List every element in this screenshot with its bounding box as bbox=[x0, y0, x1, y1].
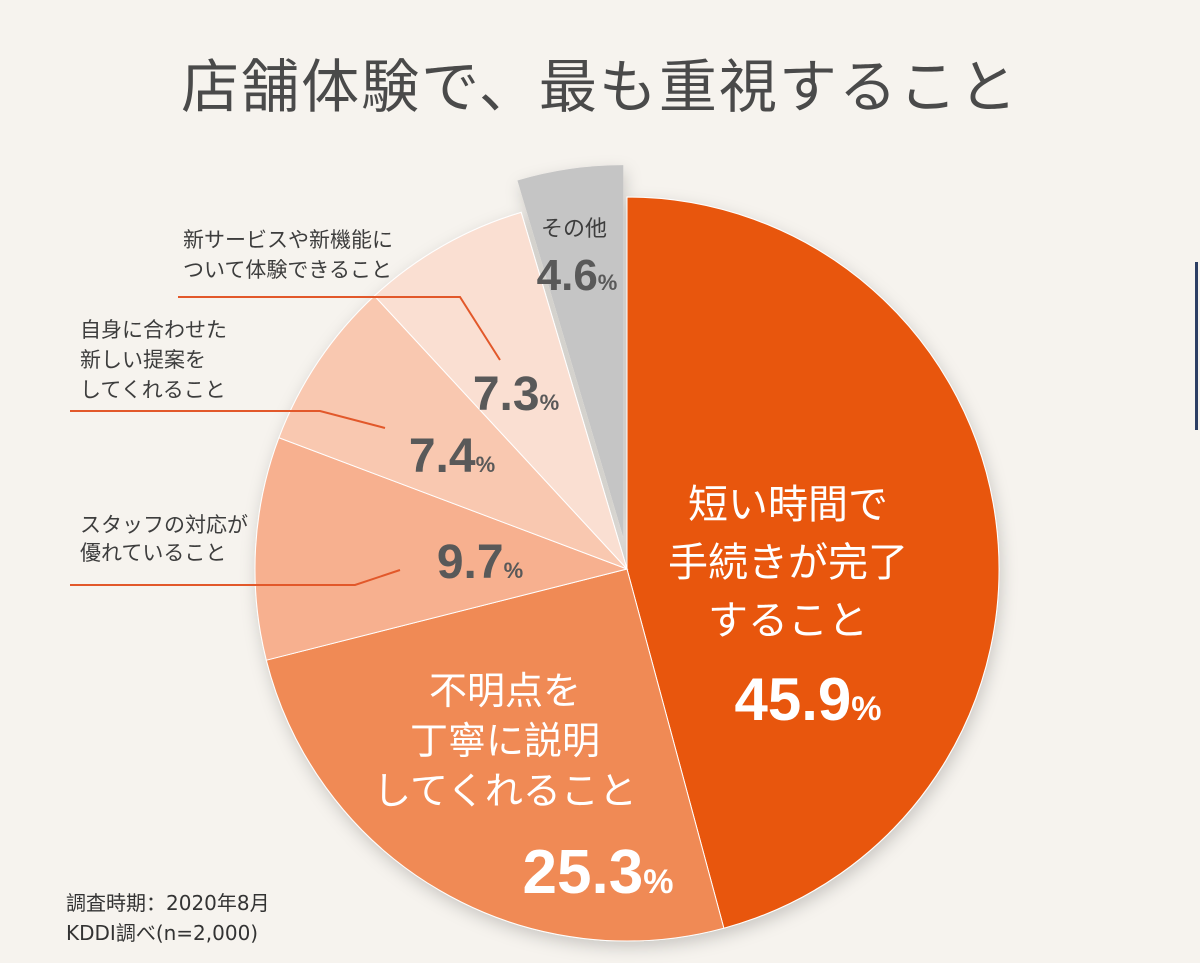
slice-label-2-line-1: 優れていること bbox=[80, 541, 226, 565]
slice-label-1-line-1: 丁寧に説明 bbox=[410, 719, 600, 763]
slice-unit-0: % bbox=[851, 690, 881, 728]
slice-label-1-line-0: 不明点を bbox=[429, 669, 581, 713]
leader-lines bbox=[70, 296, 501, 586]
slice-unit-1: % bbox=[643, 863, 673, 901]
slice-value-0: 45.9% bbox=[734, 666, 881, 733]
slice-value-5: 4.6% bbox=[537, 251, 618, 300]
leader-line-3 bbox=[70, 410, 386, 429]
slice-labels: 短い時間で手続きが完了すること45.9%不明点を丁寧に説明してくれること25.3… bbox=[80, 217, 908, 907]
slice-value-1: 25.3% bbox=[523, 838, 674, 907]
slice-value-2: 9.7% bbox=[437, 536, 523, 589]
slice-label-5-line-0: その他 bbox=[541, 217, 607, 242]
slice-unit-3: % bbox=[476, 452, 496, 477]
slice-label-0-line-1: 手続きが完了 bbox=[668, 540, 908, 586]
pie-slice-5 bbox=[517, 165, 624, 538]
slice-label-3-line-1: 新しい提案を bbox=[80, 348, 206, 372]
slice-label-1-line-2: してくれること bbox=[373, 769, 637, 813]
slice-label-4-line-1: ついて体験できること bbox=[183, 258, 392, 282]
survey-period: 調査時期：2020年8月 bbox=[66, 891, 270, 915]
slice-unit-5: % bbox=[598, 270, 618, 295]
slice-value-4: 7.3% bbox=[473, 368, 559, 421]
slice-label-0-line-0: 短い時間で bbox=[688, 482, 888, 528]
pie-slice-1 bbox=[265, 568, 725, 942]
pie-slice-4 bbox=[373, 211, 628, 570]
slice-label-0-line-2: すること bbox=[708, 598, 868, 644]
pie-slice-3 bbox=[278, 295, 628, 570]
slice-label-2-line-0: スタッフの対応が bbox=[80, 513, 248, 537]
leader-line-2 bbox=[70, 569, 401, 586]
edge-accent-line bbox=[1195, 262, 1198, 430]
slice-label-4-line-0: 新サービスや新機能に bbox=[183, 228, 393, 252]
pie-slices bbox=[254, 165, 1000, 942]
chart-title: 店舗体験で、最も重視すること bbox=[181, 53, 1019, 121]
survey-source: KDDI調べ(n=2,000) bbox=[66, 921, 259, 945]
pie-slice-2 bbox=[254, 437, 629, 661]
leader-line-4 bbox=[178, 296, 501, 361]
slice-value-3: 7.4% bbox=[409, 430, 495, 483]
slice-unit-4: % bbox=[540, 390, 560, 415]
slice-label-3-line-0: 自身に合わせた bbox=[80, 318, 227, 342]
slice-label-3-line-2: してくれること bbox=[80, 378, 226, 402]
slice-unit-2: % bbox=[504, 558, 524, 583]
pie-slice-0 bbox=[626, 196, 1000, 929]
